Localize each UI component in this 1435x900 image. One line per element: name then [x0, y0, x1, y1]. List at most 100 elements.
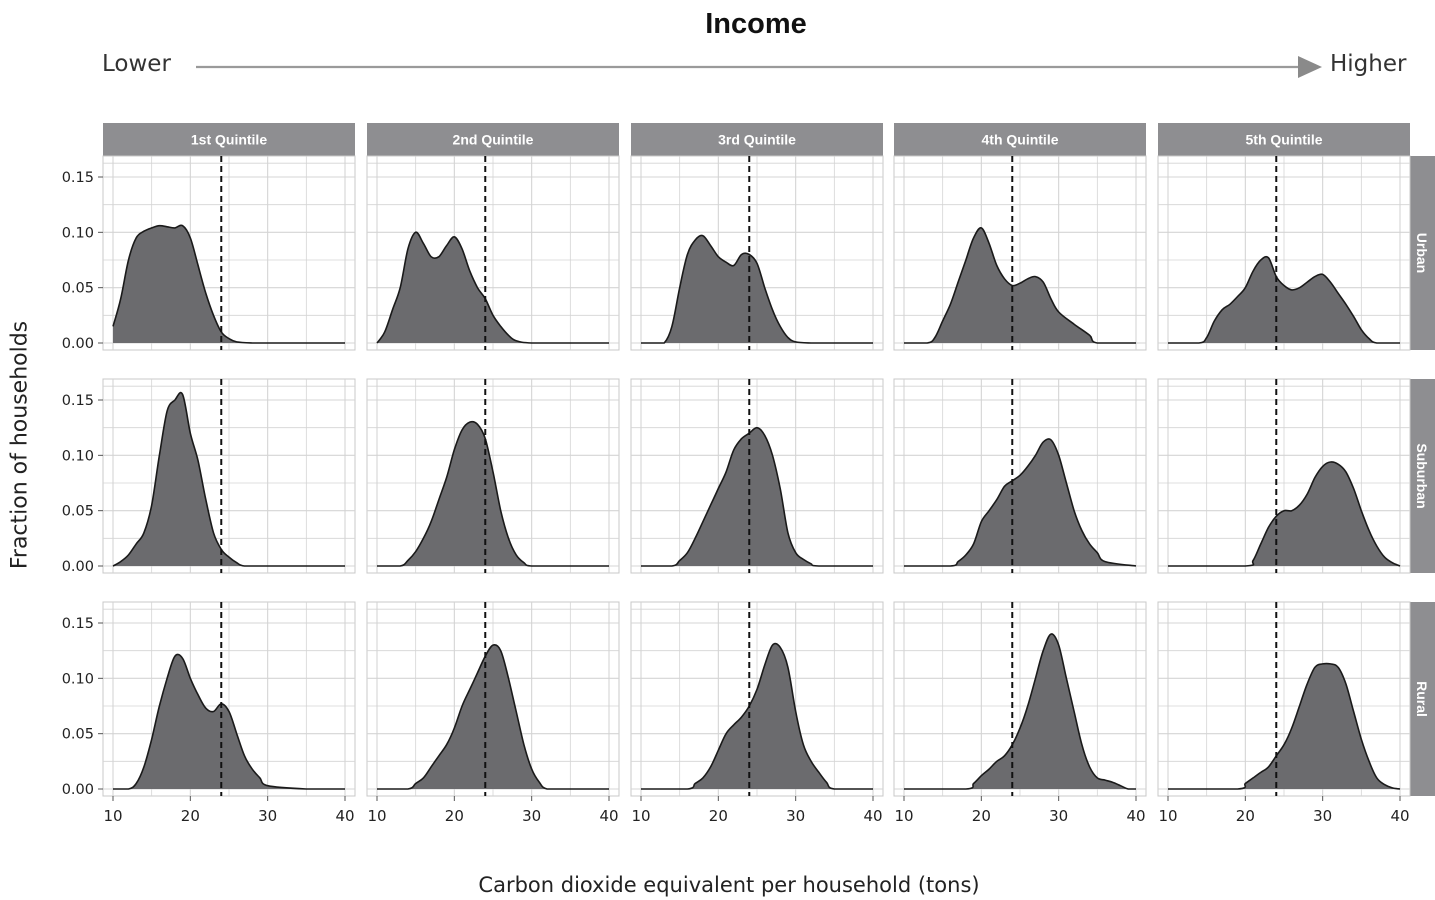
- column-strip: 1st Quintile: [103, 123, 355, 156]
- y-tick-label: 0.15: [62, 616, 94, 632]
- column-strip-label: 4th Quintile: [982, 132, 1059, 148]
- x-tick-label: 20: [445, 807, 464, 825]
- panel: [630, 155, 884, 351]
- column-strip-label: 3rd Quintile: [718, 132, 796, 148]
- panel: 0.00 0.05 0.10 0.15: [62, 378, 356, 575]
- x-tick-label: 10: [1158, 807, 1177, 825]
- panel: 10 20 30 40: [630, 601, 884, 825]
- y-tick-label: 0.10: [62, 448, 94, 464]
- income-arrow-head: [1298, 56, 1322, 78]
- x-tick-label: 30: [258, 807, 277, 825]
- density-area: [641, 235, 873, 343]
- x-tick-label: 40: [335, 807, 354, 825]
- density-line: [112, 653, 345, 790]
- density-area: [904, 438, 1136, 566]
- panel: [1157, 155, 1411, 351]
- column-strip-label: 2nd Quintile: [453, 132, 534, 148]
- density-line: [112, 391, 345, 567]
- panel: [1157, 378, 1411, 574]
- density-area: [377, 644, 609, 789]
- density-line: [376, 231, 609, 344]
- column-strip-bg: [103, 123, 355, 156]
- density-area: [641, 643, 873, 789]
- density-area: [904, 227, 1136, 343]
- panel: [366, 155, 620, 351]
- density-area: [113, 225, 345, 343]
- column-strip-bg: [1158, 123, 1410, 156]
- y-tick-label: 0.15: [62, 393, 94, 409]
- x-tick-label: 10: [631, 807, 650, 825]
- row-strip-bg: [1409, 602, 1435, 796]
- y-tick-label: 0.10: [62, 225, 94, 241]
- row-strip-label: Suburban: [1414, 443, 1430, 508]
- density-area: [1168, 256, 1400, 343]
- density-area: [377, 421, 609, 566]
- y-tick-label: 0.00: [62, 559, 94, 575]
- x-tick-label: 30: [522, 807, 541, 825]
- x-tick-label: 20: [709, 807, 728, 825]
- x-tick-label: 40: [863, 807, 882, 825]
- y-tick-label: 0.00: [62, 782, 94, 798]
- panel: 0.00 0.05 0.10 0.15 10 20 30 40: [62, 601, 356, 825]
- density-line: [641, 234, 873, 344]
- x-tick-label: 30: [1049, 807, 1068, 825]
- density-line: [376, 644, 609, 790]
- y-tick-label: 0.00: [62, 336, 94, 352]
- panel: [630, 378, 884, 574]
- column-strip-label: 1st Quintile: [191, 132, 267, 148]
- density-line: [903, 633, 1136, 790]
- density-line: [640, 426, 873, 567]
- x-tick-label: 10: [103, 807, 122, 825]
- x-tick-label: 20: [181, 807, 200, 825]
- column-strip: 2nd Quintile: [367, 123, 619, 156]
- column-strip: 5th Quintile: [1158, 123, 1410, 156]
- density-line: [376, 420, 609, 567]
- x-tick-label: 40: [599, 807, 618, 825]
- y-tick-label: 0.10: [62, 671, 94, 687]
- panel: [893, 378, 1147, 574]
- density-line: [1167, 461, 1401, 567]
- density-line: [1167, 662, 1401, 790]
- row-strip: Urban: [1409, 156, 1435, 350]
- density-area: [113, 392, 345, 566]
- row-strip-bg: [1409, 156, 1435, 350]
- column-strip-bg: [631, 123, 883, 156]
- row-strip: Rural: [1409, 602, 1435, 796]
- y-tick-label: 0.05: [62, 727, 94, 743]
- y-axis-label: Fraction of households: [7, 320, 33, 570]
- y-tick-label: 0.05: [62, 504, 94, 520]
- panel: 0.00 0.05 0.10 0.15: [62, 155, 356, 352]
- panel: 10 20 30 40: [893, 601, 1147, 825]
- column-strip-bg: [894, 123, 1146, 156]
- panel: [893, 155, 1147, 351]
- density-line: [904, 227, 1136, 344]
- x-tick-label: 40: [1126, 807, 1145, 825]
- x-tick-label: 40: [1390, 807, 1409, 825]
- density-area: [1168, 663, 1400, 789]
- y-tick-label: 0.05: [62, 281, 94, 297]
- y-tick-label: 0.15: [62, 170, 94, 186]
- x-tick-label: 20: [972, 807, 991, 825]
- income-arrow: [196, 56, 1322, 78]
- density-area: [1168, 461, 1400, 566]
- income-lower-label: Lower: [102, 51, 171, 77]
- row-strip-label: Urban: [1414, 233, 1430, 273]
- density-line: [903, 438, 1137, 567]
- figure-title: Income: [705, 8, 807, 40]
- density-line: [112, 224, 345, 344]
- density-line: [1168, 255, 1400, 344]
- x-tick-label: 10: [367, 807, 386, 825]
- density-area: [113, 654, 345, 789]
- row-strip-label: Rural: [1414, 681, 1430, 717]
- x-tick-label: 10: [894, 807, 913, 825]
- column-strip-bg: [367, 123, 619, 156]
- row-strip: Suburban: [1409, 379, 1435, 573]
- row-strip-bg: [1409, 379, 1435, 573]
- density-area: [904, 633, 1136, 789]
- x-tick-label: 30: [786, 807, 805, 825]
- panel: 10 20 30 40: [366, 601, 620, 825]
- panel: 10 20 30 40: [1157, 601, 1411, 825]
- density-line: [640, 642, 873, 790]
- column-strip: 3rd Quintile: [631, 123, 883, 156]
